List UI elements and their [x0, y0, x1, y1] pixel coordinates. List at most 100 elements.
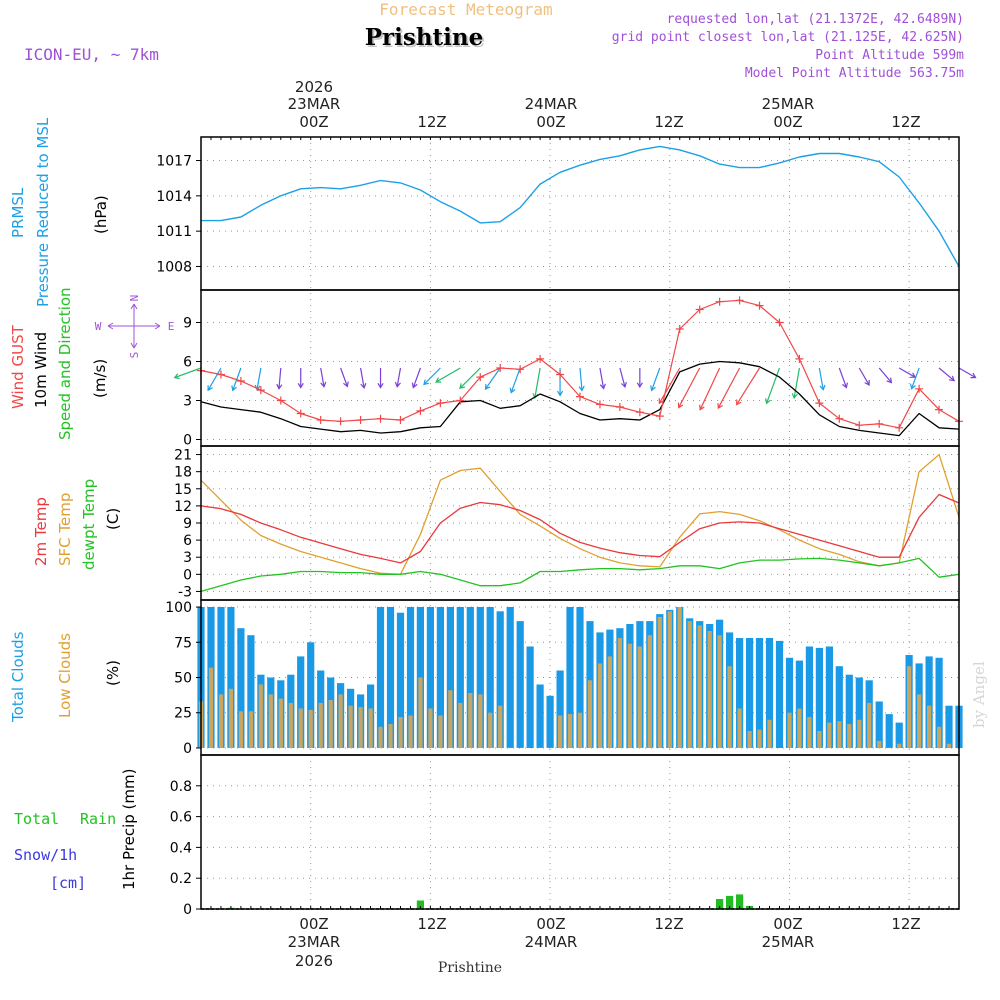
wind-arrow — [898, 367, 916, 378]
gust-marker — [635, 408, 644, 417]
wind-arrow — [340, 367, 348, 387]
total-cloud-bar — [765, 638, 774, 748]
axis-ticks: 10081011101410170369-3036912151821025507… — [156, 137, 950, 918]
watermark: by Angel — [970, 661, 988, 728]
wind-arrow — [838, 367, 847, 388]
panel-frame — [200, 136, 960, 291]
top-date-3: 25MAR — [762, 95, 815, 113]
wind-arrow — [207, 367, 222, 391]
total-cloud-bar — [516, 621, 524, 748]
total-cloud-bar — [785, 657, 794, 748]
p5-label-cm: [cm] — [50, 874, 86, 892]
wind-arrow-head — [394, 381, 401, 388]
y-tick-label: 50 — [174, 671, 192, 687]
low-cloud-bar — [567, 714, 573, 748]
top-tick-5: 00Z — [773, 113, 802, 131]
wind-arrow-head — [320, 381, 327, 388]
total-cloud-bar — [775, 640, 784, 748]
wind-arrow — [958, 367, 976, 379]
total-cloud-bar — [536, 684, 544, 748]
wind-arrow — [717, 367, 741, 409]
gust-marker — [236, 377, 245, 385]
wind-arrow — [878, 367, 892, 383]
low-cloud-bar — [867, 702, 872, 748]
low-cloud-bar — [278, 698, 283, 748]
low-cloud-bar — [647, 635, 652, 748]
wind-arrow-head — [509, 387, 516, 394]
gust-marker — [296, 409, 305, 418]
wind-arrow — [766, 367, 781, 404]
p5-label-total: Total — [14, 810, 59, 828]
low-cloud-bar — [268, 694, 273, 748]
wind-arrow-head — [910, 383, 916, 390]
wind-arrow — [793, 367, 801, 399]
y-tick-label: 12 — [174, 499, 192, 515]
total-cloud-bar — [805, 646, 813, 748]
total-cloud-bar — [396, 612, 405, 748]
wind-arrow-head — [423, 379, 429, 386]
bottom-tick-1: 00Z — [299, 915, 328, 933]
wind-arrow-head — [650, 385, 656, 392]
low-cloud-bar — [637, 646, 642, 748]
low-cloud-bar — [577, 712, 583, 748]
wind-arrow — [412, 367, 421, 388]
y-tick-label: 15 — [174, 482, 192, 498]
p5-label-snow: Snow/1h — [14, 846, 77, 864]
bottom-tick-4: 12Z — [654, 915, 683, 933]
low-cloud-bar — [368, 708, 373, 748]
gust-marker — [536, 354, 545, 363]
bottom-tick-5: 00Z — [773, 915, 802, 933]
wind-arrow-head — [411, 382, 418, 389]
bottom-date-1: 23MAR — [288, 933, 341, 951]
total-cloud-bar — [546, 695, 554, 748]
wind-arrow — [911, 367, 920, 389]
total-cloud-bar — [486, 607, 494, 748]
low-cloud-bar — [558, 715, 563, 748]
requested-coords: requested lon,lat (21.1372E, 42.6489N) — [667, 12, 964, 27]
model-altitude: Model Point Altitude 563.75m — [745, 66, 964, 81]
total-cloud-bar — [476, 607, 484, 748]
wind-arrow — [651, 367, 661, 391]
total-cloud-bar — [736, 638, 744, 748]
y-tick-label: 0.8 — [170, 779, 192, 795]
low-cloud-bar — [238, 711, 243, 748]
wind-arrow-head — [910, 372, 917, 378]
y-tick-label: 0.4 — [170, 840, 192, 856]
bottom-tick-6: 12Z — [891, 915, 920, 933]
low-cloud-bar — [218, 694, 224, 748]
product-title: Forecast Meteogram — [379, 0, 552, 19]
wind-arrow-head — [970, 372, 977, 379]
total-cloud-bar — [855, 677, 863, 748]
gust-marker — [915, 384, 924, 393]
low-cloud-bar — [338, 694, 343, 748]
temp-2m-line — [200, 493, 960, 564]
wind-arrow — [278, 367, 282, 389]
total-cloud-bar — [895, 722, 903, 748]
total-cloud-bar — [466, 607, 474, 748]
gust-marker — [775, 318, 784, 327]
low-cloud-bar — [428, 708, 433, 748]
low-cloud-bar — [927, 705, 932, 748]
low-cloud-bar — [757, 729, 762, 748]
wind-arrow-head — [484, 383, 491, 390]
total-cloud-bar — [815, 647, 823, 748]
top-date-1: 23MAR — [288, 95, 341, 113]
total-cloud-bar — [436, 607, 444, 748]
gust-marker — [556, 370, 565, 379]
wind-arrow-head — [231, 385, 237, 392]
wind-arrow-head — [699, 404, 705, 411]
wind-arrow-head — [736, 399, 742, 406]
low-cloud-bar — [248, 711, 253, 748]
wind-arrow — [579, 367, 583, 391]
wind-arrow — [435, 367, 461, 383]
wind-arrow-head — [173, 373, 180, 380]
wind-arrow-head — [819, 384, 826, 391]
wind-arrow — [736, 367, 761, 405]
total-cloud-bar — [935, 657, 943, 748]
p3-label-dewpt: dewpt Temp — [80, 479, 98, 570]
y-tick-label: 1014 — [156, 189, 192, 205]
gust-marker — [655, 412, 664, 421]
wind-arrow — [174, 367, 202, 379]
low-cloud-bar — [288, 702, 293, 748]
